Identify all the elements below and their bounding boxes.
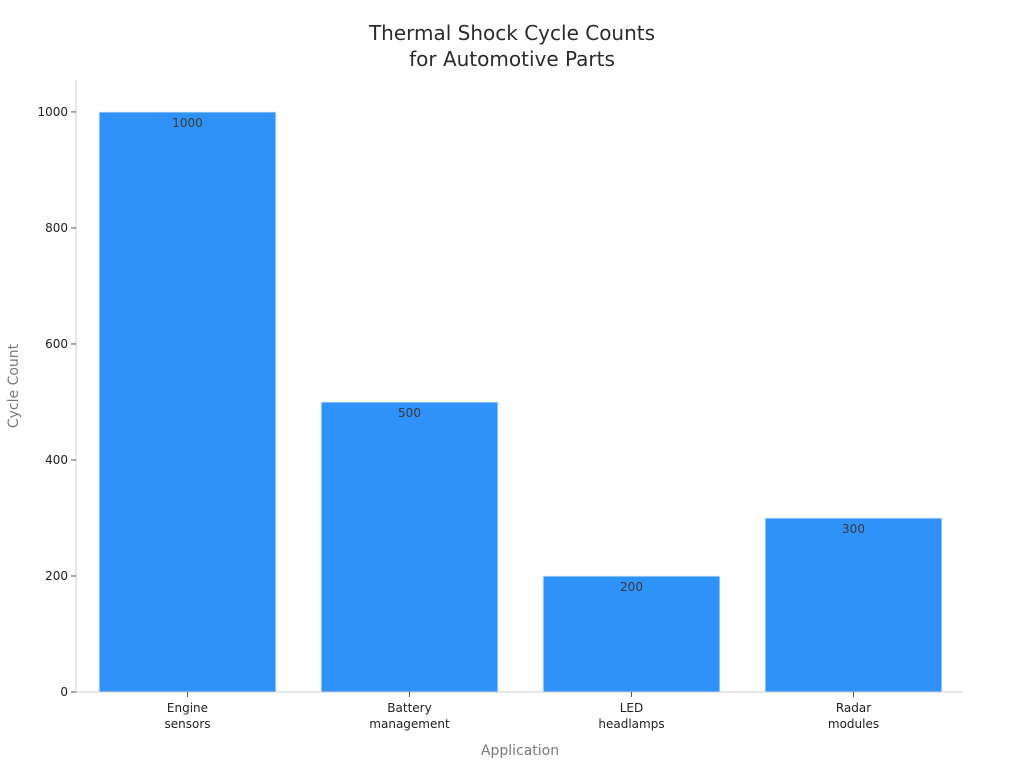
x-tick-label-2-1: headlamps <box>598 717 664 731</box>
data-label-0: 1000 <box>172 116 203 130</box>
bar-2 <box>542 575 721 693</box>
chart-title-line-2: for Automotive Parts <box>409 47 615 71</box>
data-labels-group: 1000 500 200 300 <box>172 116 865 594</box>
chart-title: Thermal Shock Cycle Counts for Automotiv… <box>368 21 655 71</box>
y-tick-label-3: 600 <box>45 337 68 351</box>
data-label-1: 500 <box>398 406 421 420</box>
x-tick-label-1-1: management <box>369 717 450 731</box>
x-tick-label-0-0: Engine <box>167 701 208 715</box>
chart-title-line-1: Thermal Shock Cycle Counts <box>368 21 655 45</box>
x-tick-label-2-0: LED <box>620 701 644 715</box>
y-tick-label-0: 0 <box>60 685 68 699</box>
data-label-3: 300 <box>842 522 865 536</box>
x-tick-label-3-0: Radar <box>836 701 871 715</box>
bar-0 <box>98 111 277 693</box>
y-tick-label-2: 400 <box>45 453 68 467</box>
x-axis-label: Application <box>481 743 559 759</box>
y-tick-label-5: 1000 <box>37 105 68 119</box>
y-tick-label-1: 200 <box>45 569 68 583</box>
bar-1 <box>320 401 499 693</box>
bars-group <box>98 111 943 693</box>
data-label-2: 200 <box>620 580 643 594</box>
x-tick-label-1-0: Battery <box>387 701 431 715</box>
bar-3 <box>764 517 943 693</box>
y-tick-label-4: 800 <box>45 221 68 235</box>
y-ticks-group: 0 200 400 600 800 1000 <box>37 105 76 699</box>
x-tick-label-3-1: modules <box>828 717 879 731</box>
x-ticks-group: Engine sensors Battery management LED headlam… <box>164 692 879 731</box>
y-axis-label: Cycle Count <box>6 343 22 428</box>
x-tick-label-0-1: sensors <box>164 717 210 731</box>
